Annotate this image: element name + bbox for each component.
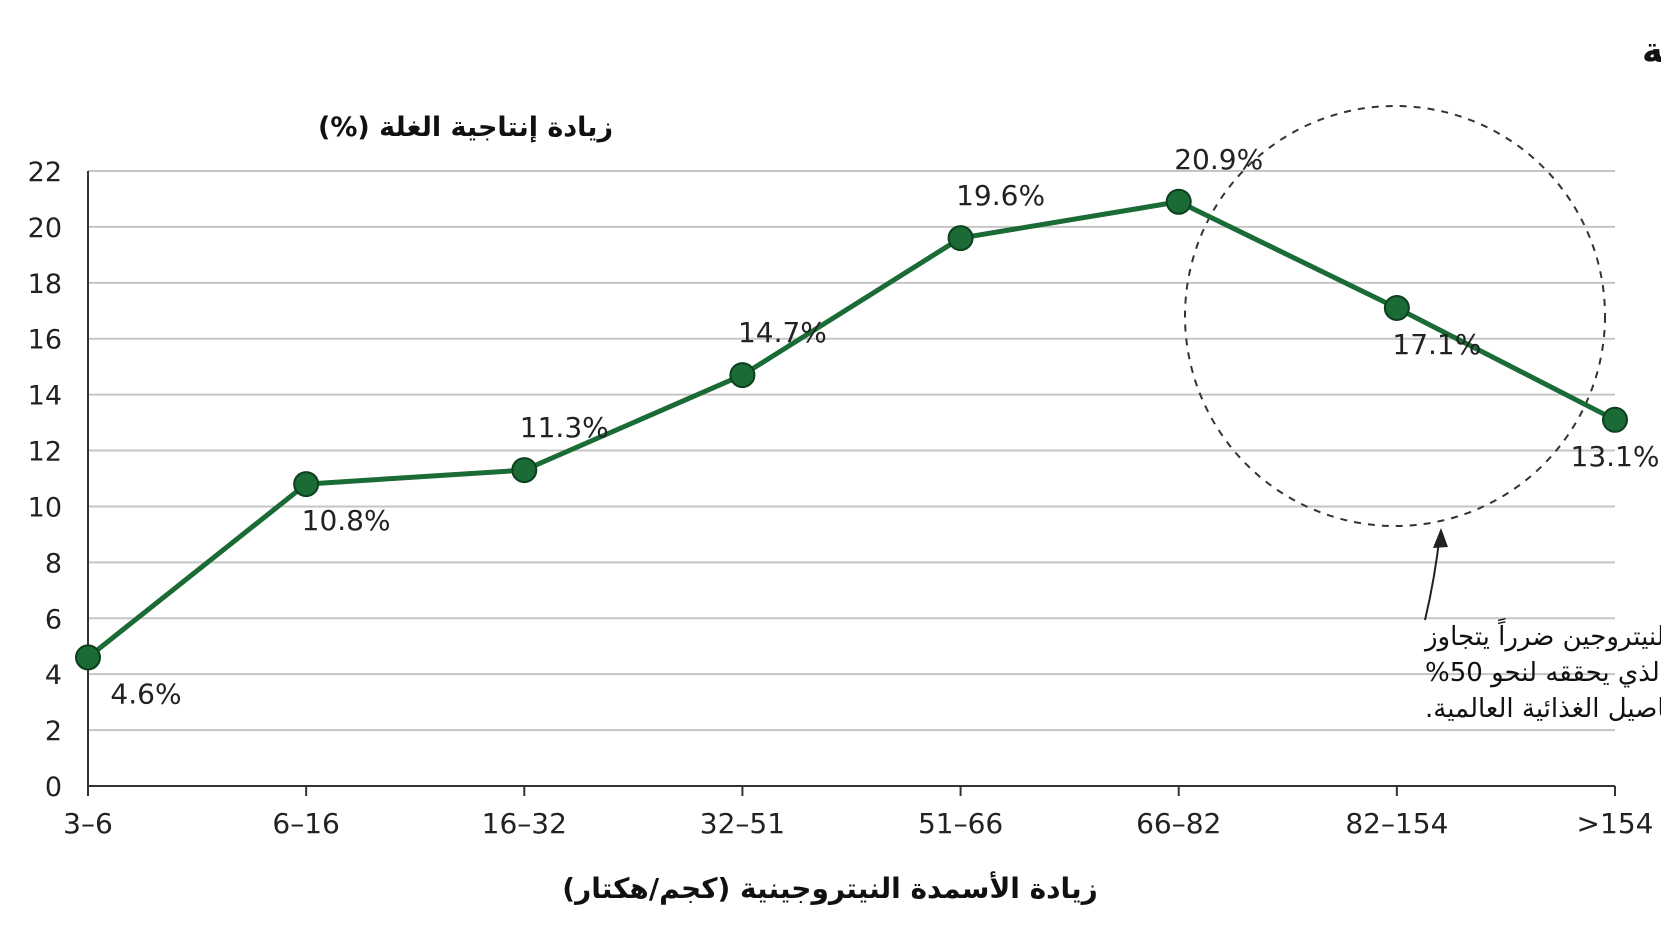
annotation-text: يسبب النيتروجين ضرراً يتجاوز النفع الذي … — [1423, 617, 1661, 724]
x-tick-label: 6–16 — [272, 807, 339, 840]
series-line — [86, 199, 1617, 660]
data-point — [947, 225, 974, 252]
y-tick-label: 16 — [28, 325, 62, 356]
y-tick-label: 10 — [28, 492, 62, 523]
data-label: 17.1% — [1392, 328, 1481, 361]
data-label: 20.9% — [1174, 143, 1263, 176]
data-point — [511, 457, 538, 484]
x-tick-label: 51–66 — [918, 807, 1003, 840]
data-point — [1383, 294, 1410, 321]
series-line-group — [86, 199, 1617, 660]
x-tick-label: 3–6 — [63, 807, 113, 840]
data-label: 14.7% — [738, 316, 827, 349]
highlight-circle — [1184, 105, 1606, 527]
annotation-line-2: النفع الذي يحققه لنحو 50% — [1425, 658, 1661, 688]
x-tick-label: 32–51 — [700, 807, 785, 840]
y-tick-label: 18 — [28, 269, 62, 300]
data-label: 11.3% — [520, 411, 609, 444]
y-tick-label: 22 — [28, 157, 62, 188]
chart-title: التغير في الإنتاجية الزراعية العالمية نت… — [1642, 28, 1661, 71]
y-tick-label: 2 — [45, 716, 62, 747]
data-point — [293, 471, 320, 498]
y-axis-label: زيادة إنتاجية الغلة (%) — [318, 112, 613, 143]
gridlines — [88, 170, 1615, 732]
y-tick-label: 20 — [28, 213, 62, 244]
annotation-arrowhead — [1433, 528, 1448, 548]
data-point — [1602, 406, 1628, 433]
x-tick-label: 66–82 — [1136, 807, 1221, 840]
data-point — [729, 362, 756, 389]
data-point — [75, 644, 101, 671]
y-tick-label: 12 — [28, 437, 62, 468]
x-tick-label: 82–154 — [1345, 807, 1448, 840]
x-tick-label: >154 — [1577, 807, 1654, 840]
annotation-line-3: من محاصيل الغذائية العالمية. — [1425, 694, 1661, 724]
y-tick-label: 0 — [45, 772, 62, 803]
y-tick-label: 14 — [28, 381, 62, 412]
y-tick-label: 6 — [45, 604, 62, 635]
data-points — [75, 188, 1628, 671]
data-label: 13.1% — [1571, 440, 1660, 473]
x-tick-label: 16–32 — [482, 807, 567, 840]
annotation-line-1: يسبب النيتروجين ضرراً يتجاوز — [1423, 617, 1661, 652]
data-point — [1165, 188, 1192, 215]
y-ticks: 0 2 4 6 8 10 12 14 16 18 20 22 — [28, 157, 62, 803]
axes — [87, 171, 1615, 787]
data-label: 4.6% — [110, 677, 181, 710]
data-labels: 4.6% 10.8% 11.3% 14.7% 19.6% 20.9% 17.1% 13.1% — [110, 143, 1659, 711]
y-tick-label: 4 — [45, 660, 62, 691]
data-label: 10.8% — [302, 504, 391, 537]
y-tick-label: 8 — [45, 548, 62, 579]
data-label: 19.6% — [956, 179, 1045, 212]
x-axis-label: زيادة الأسمدة النيتروجينية (كجم/هكتار) — [562, 871, 1097, 905]
x-ticks: 3–6 6–16 16–32 32–51 51–66 66–82 82–154 >154 — [63, 786, 1653, 840]
